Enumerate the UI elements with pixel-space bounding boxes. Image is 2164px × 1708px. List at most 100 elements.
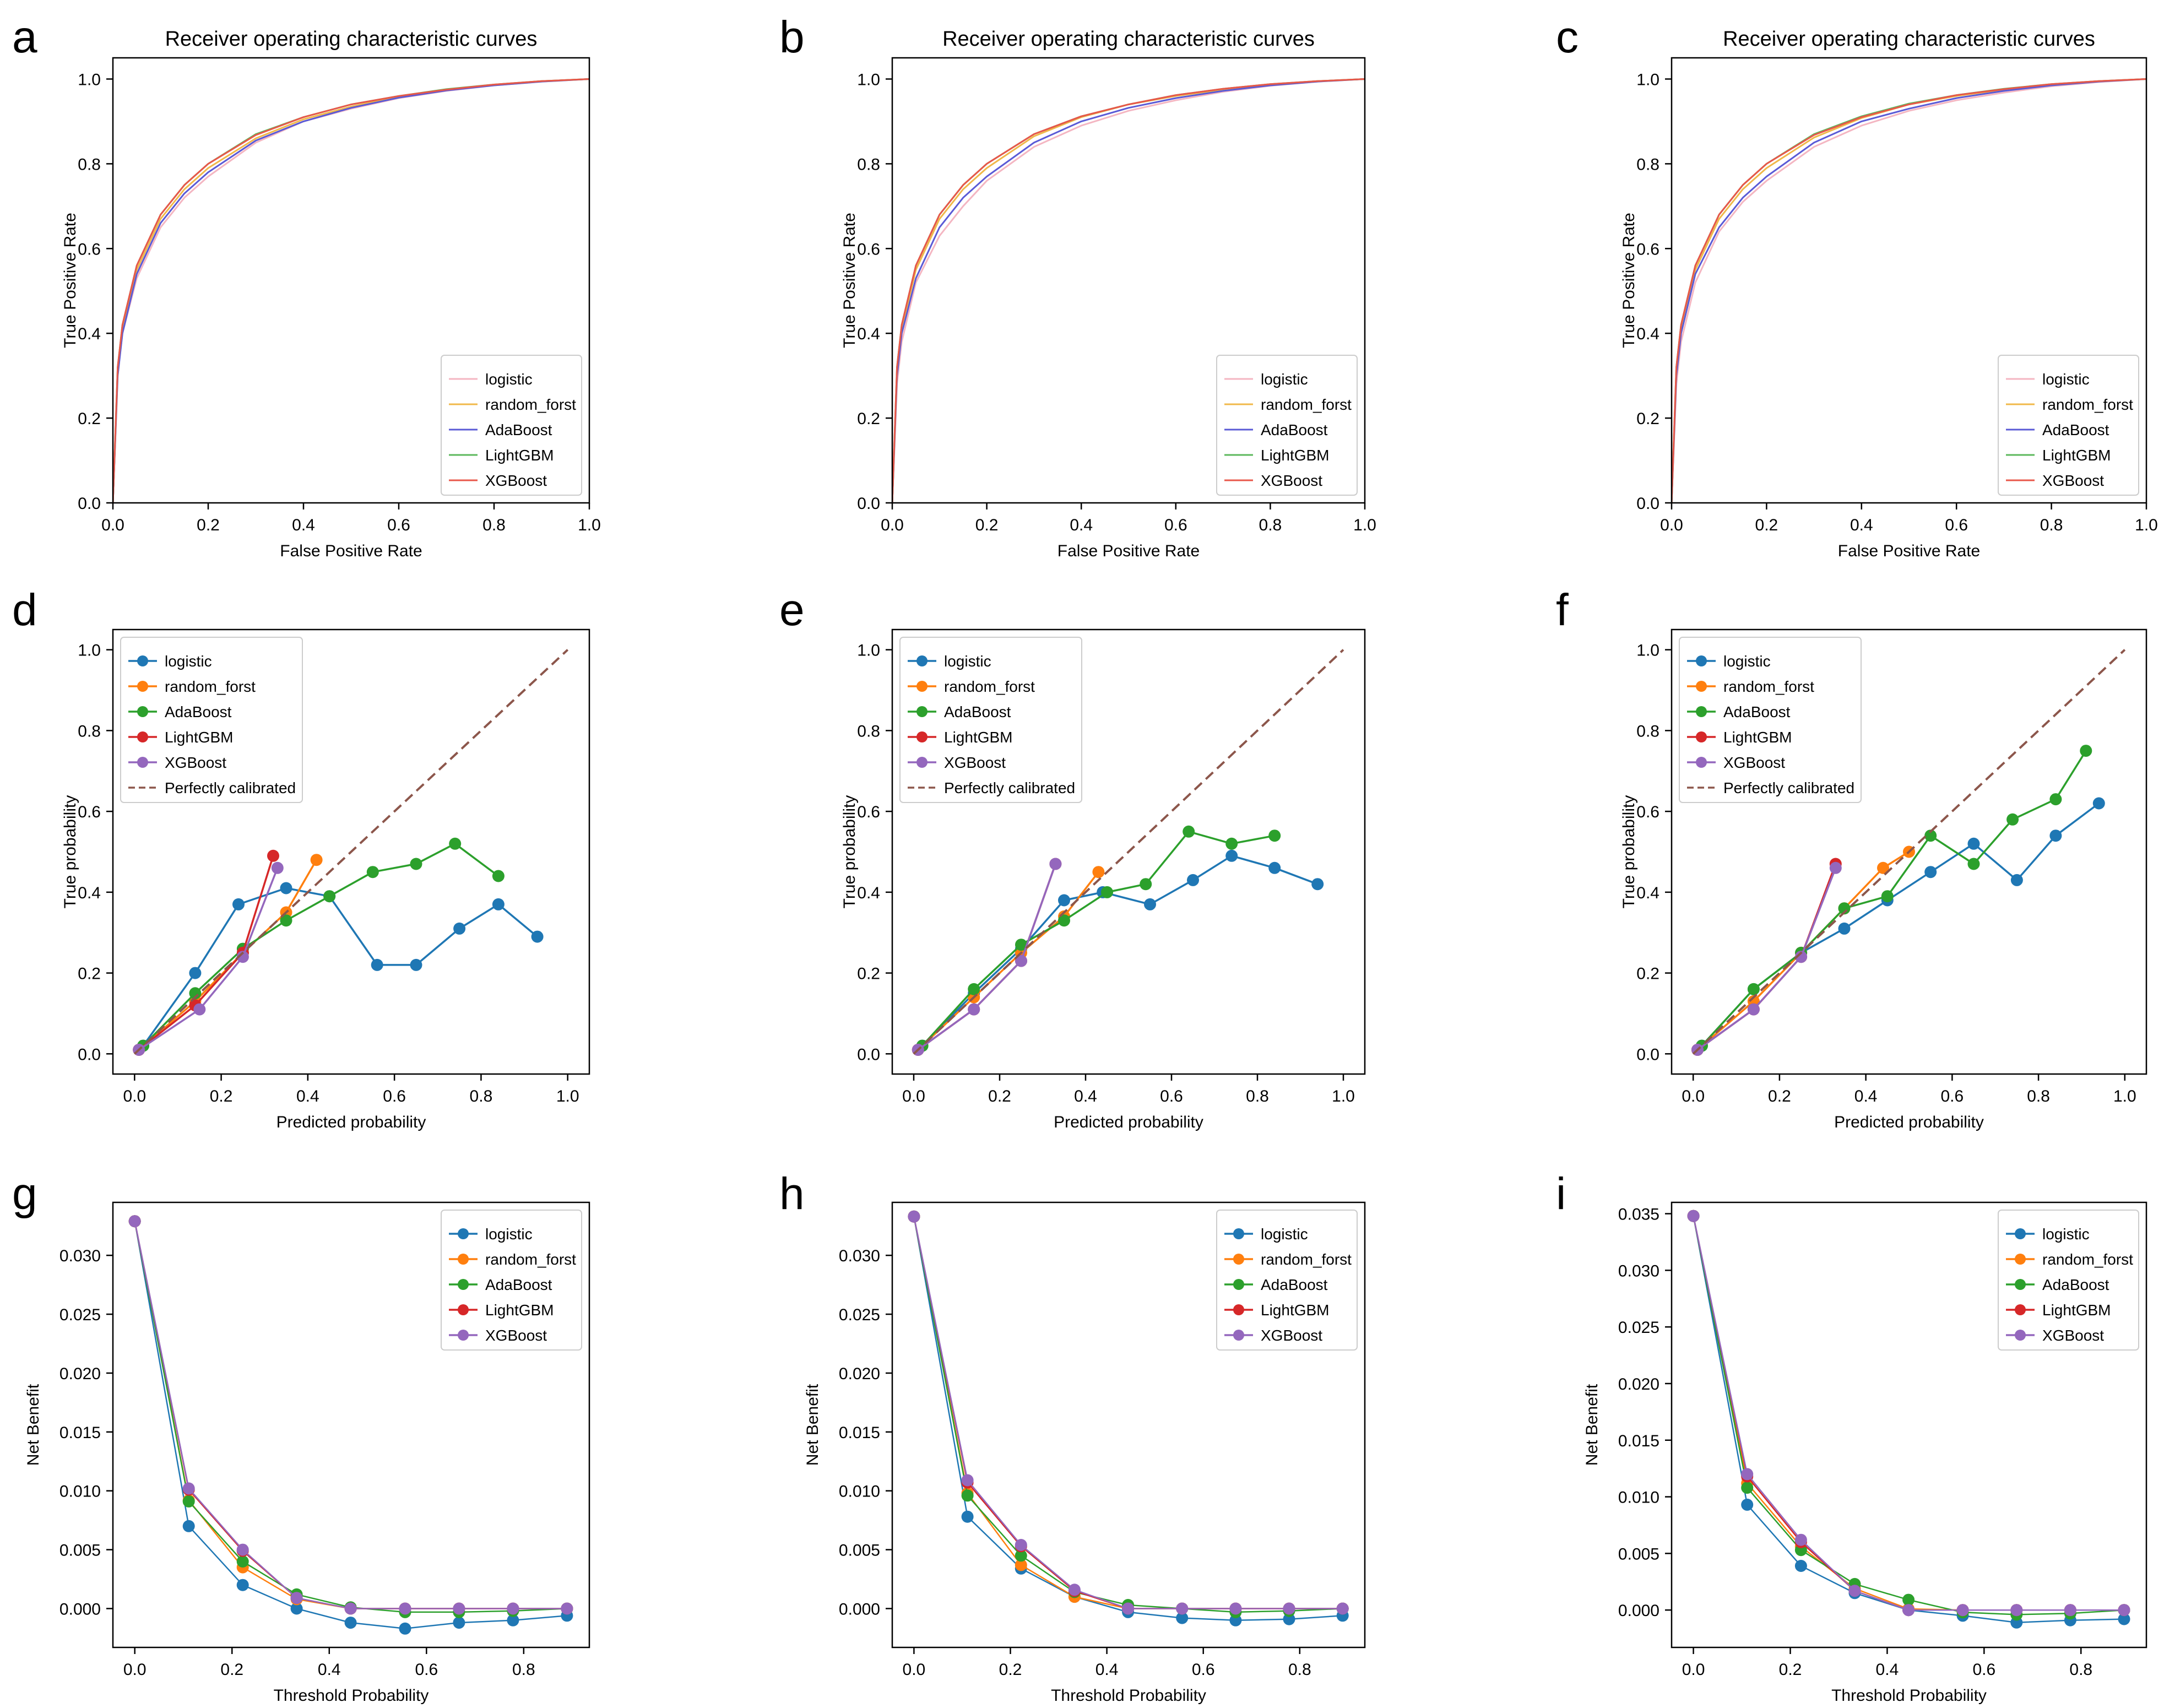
legend-marker <box>916 706 928 717</box>
legend-label: random_forst <box>944 678 1035 695</box>
data-point-adaboost <box>1747 983 1760 995</box>
axes-frame <box>112 1201 590 1649</box>
data-point-logistic <box>1967 837 1980 850</box>
legend-marker <box>458 1254 469 1265</box>
legend-label: AdaBoost <box>485 1276 552 1293</box>
legend-label: AdaBoost <box>1723 703 1791 720</box>
legend: logistic random_forst AdaBoost LightGBM XGBo… <box>1679 637 1862 803</box>
y-tick-label: 0.010 <box>1618 1489 1659 1507</box>
x-tick-label: 0.8 <box>1259 516 1282 534</box>
x-tick-label: 0.8 <box>2027 1087 2050 1105</box>
legend-item: random_forst <box>2006 396 2133 413</box>
data-point-xgboost <box>182 1482 195 1495</box>
panel-letter: h <box>779 1169 805 1219</box>
y-tick-label: 0.8 <box>1636 722 1659 740</box>
y-tick-label: 0.030 <box>839 1247 880 1265</box>
legend-label: random_forst <box>2042 1251 2133 1268</box>
data-point-xgboost <box>1283 1602 1295 1615</box>
y-axis-label: Net Benefit <box>24 1384 42 1466</box>
data-point-xgboost <box>453 1602 465 1615</box>
y-tick-label: 0.025 <box>1618 1319 1659 1337</box>
legend-label: Perfectly calibrated <box>165 779 296 796</box>
legend-item: LightGBM <box>1687 729 1792 746</box>
data-layer <box>1691 649 2126 1056</box>
legend-label: random_forst <box>485 1251 576 1268</box>
x-axis-label: False Positive Rate <box>280 542 422 560</box>
data-point-xgboost <box>1122 1602 1135 1615</box>
legend-item: random_forst <box>1224 1251 1352 1268</box>
legend-item: LightGBM <box>1224 447 1330 464</box>
y-tick-label: 1.0 <box>1636 642 1659 660</box>
data-point-lightgbm <box>267 849 279 862</box>
x-tick-label: 0.2 <box>988 1087 1011 1105</box>
legend-item: random_forst <box>908 678 1035 695</box>
series-line-logistic <box>1701 803 2100 1047</box>
data-point-logistic <box>236 1579 249 1591</box>
series-line-xgboost <box>138 867 279 1051</box>
legend-label: logistic <box>2042 371 2090 388</box>
legend-item: AdaBoost <box>1224 421 1328 438</box>
x-tick-label: 0.0 <box>1682 1661 1705 1679</box>
legend-label: LightGBM <box>485 447 554 464</box>
legend-item: logistic <box>2006 1226 2090 1243</box>
legend-label: XGBoost <box>1261 1327 1322 1344</box>
data-point-adaboost <box>1967 858 1980 870</box>
data-point-xgboost <box>128 1215 141 1228</box>
data-point-logistic <box>2049 829 2062 842</box>
series-line-logistic <box>921 855 1318 1047</box>
data-point-logistic <box>1838 922 1851 935</box>
data-point-xgboost <box>1795 951 1808 963</box>
y-tick-label: 0.0 <box>1636 495 1659 513</box>
data-point-adaboost <box>1741 1482 1754 1494</box>
panel-g: g 0.0 0.2 0.4 0.6 0.8 0.000 0.005 0.010 0.015 0.02… <box>12 1169 590 1705</box>
legend-label: AdaBoost <box>485 421 552 438</box>
legend-item: XGBoost <box>1224 472 1322 489</box>
series-line-adaboost <box>892 78 1365 503</box>
legend-item: LightGBM <box>449 1302 554 1319</box>
data-point-logistic <box>410 958 422 971</box>
y-tick-label: 0.6 <box>857 240 880 258</box>
y-tick-label: 0.015 <box>59 1424 101 1442</box>
data-point-logistic <box>1268 861 1281 874</box>
legend-marker <box>916 681 928 692</box>
data-point-xgboost <box>193 1003 206 1016</box>
x-tick-label: 0.4 <box>318 1661 341 1679</box>
x-tick-label: 0.0 <box>881 516 904 534</box>
legend-item: LightGBM <box>128 729 234 746</box>
x-tick-label: 0.2 <box>1779 1661 1802 1679</box>
legend-item: logistic <box>908 653 991 670</box>
data-point-logistic <box>531 930 544 943</box>
legend-box <box>1998 1210 2139 1351</box>
data-point-xgboost <box>1049 858 1062 870</box>
x-tick-label: 0.6 <box>383 1087 406 1105</box>
panel-b: b Receiver operating characteristic curve… <box>779 12 1376 560</box>
y-tick-label: 0.6 <box>1636 240 1659 258</box>
data-point-xgboost <box>1068 1584 1081 1596</box>
legend-item: logistic <box>1224 1226 1308 1243</box>
y-tick-label: 0.0 <box>857 495 880 513</box>
legend-marker <box>916 731 928 742</box>
series-line-lightgbm <box>138 855 274 1051</box>
data-point-xgboost <box>236 1543 249 1556</box>
y-tick-label: 0.4 <box>857 325 880 343</box>
x-tick-label: 0.4 <box>1876 1661 1899 1679</box>
legend-marker <box>458 1304 469 1315</box>
x-tick-label: 0.6 <box>1160 1087 1183 1105</box>
x-axis-label: Predicted probability <box>1834 1113 1984 1131</box>
legend-item: XGBoost <box>449 1327 547 1344</box>
y-tick-label: 0.8 <box>857 155 880 173</box>
data-point-xgboost <box>1015 1539 1027 1551</box>
legend-marker <box>1696 655 1707 666</box>
data-point-adaboost <box>961 1489 974 1502</box>
legend-box <box>120 637 303 803</box>
x-axis-label: Threshold Probability <box>1051 1687 1206 1705</box>
y-tick-label: 1.0 <box>1636 71 1659 89</box>
legend-item: AdaBoost <box>128 703 232 720</box>
data-point-xgboost <box>399 1602 411 1615</box>
legend-item: XGBoost <box>908 754 1006 771</box>
legend: logistic random_forst AdaBoost LightGBM XGBo… <box>1998 1210 2139 1351</box>
legend-item: LightGBM <box>908 729 1013 746</box>
panel-letter: f <box>1556 585 1569 635</box>
x-tick-label: 0.0 <box>123 1087 146 1105</box>
